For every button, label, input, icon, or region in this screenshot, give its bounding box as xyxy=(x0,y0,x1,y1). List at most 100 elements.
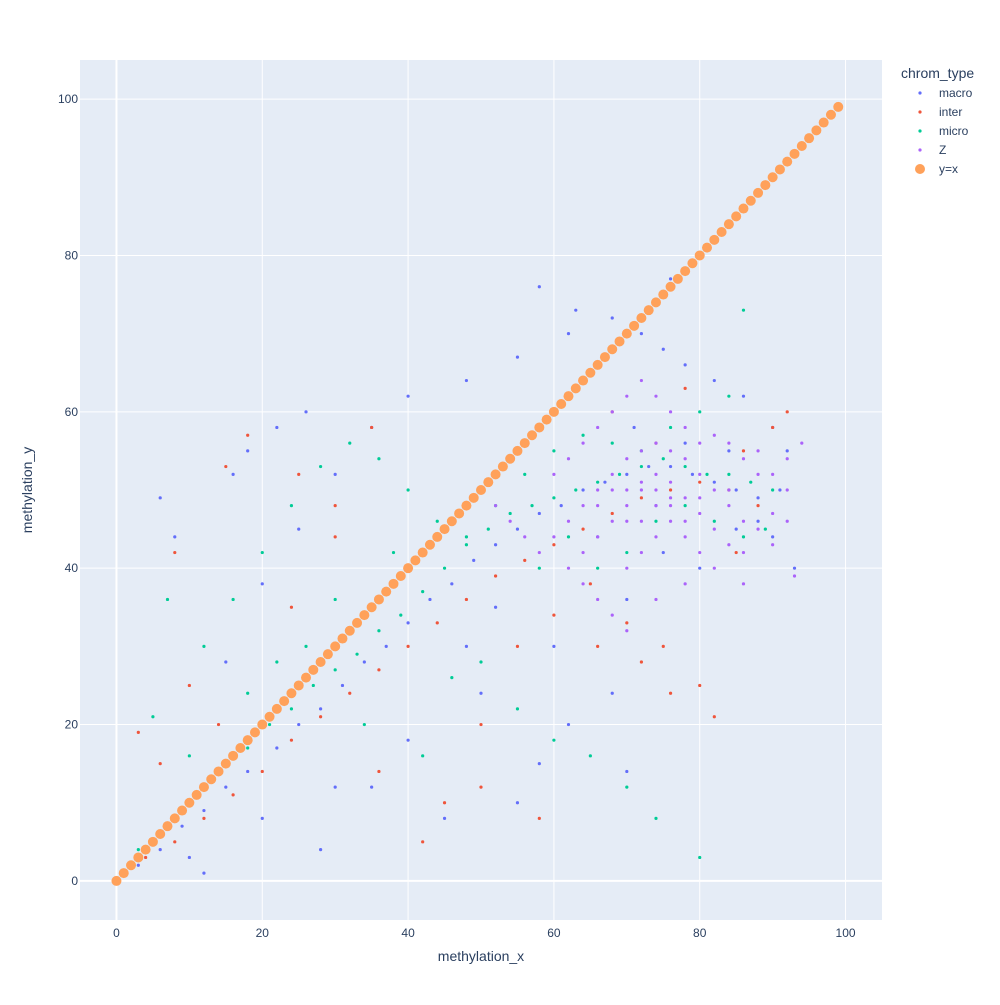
data-point xyxy=(464,644,469,648)
data-point xyxy=(639,519,644,523)
data-point xyxy=(745,195,756,206)
data-point xyxy=(534,422,545,433)
data-point xyxy=(406,738,410,742)
data-point xyxy=(395,571,406,581)
legend-marker xyxy=(918,91,922,95)
data-point xyxy=(690,472,695,476)
data-point xyxy=(639,464,644,469)
series-micro xyxy=(136,308,775,860)
data-point xyxy=(683,386,687,390)
data-point xyxy=(581,441,585,445)
data-point xyxy=(756,527,760,531)
data-point xyxy=(289,605,294,609)
data-point xyxy=(352,617,363,628)
data-point xyxy=(654,472,658,476)
data-point xyxy=(377,668,381,672)
data-point xyxy=(381,586,392,597)
x-axis-ticks: 0 20 40 60 80 100 xyxy=(113,926,856,940)
data-point xyxy=(607,344,618,355)
data-point xyxy=(566,535,571,539)
data-point xyxy=(727,472,731,476)
data-point xyxy=(654,441,658,445)
legend-items: macro inter micro Zy=x xyxy=(915,86,973,176)
y-tick-label: 0 xyxy=(71,874,78,888)
data-point xyxy=(537,762,541,766)
data-point xyxy=(246,691,250,695)
data-point xyxy=(202,808,206,813)
data-point xyxy=(650,297,661,308)
data-point xyxy=(596,425,600,430)
data-point xyxy=(800,441,804,445)
legend-label: inter xyxy=(939,105,962,119)
data-point xyxy=(756,472,760,476)
data-point xyxy=(705,472,709,476)
data-point xyxy=(479,785,483,789)
data-point xyxy=(450,582,454,586)
data-point xyxy=(158,496,162,500)
data-point xyxy=(439,524,450,535)
data-point xyxy=(515,644,520,648)
data-point xyxy=(519,438,530,449)
data-point xyxy=(111,875,122,886)
data-point xyxy=(771,488,775,492)
data-point xyxy=(654,597,658,602)
data-point xyxy=(450,676,454,680)
data-point xyxy=(625,504,629,508)
data-point xyxy=(304,644,308,648)
data-point xyxy=(668,519,673,523)
data-point xyxy=(741,457,746,461)
data-point xyxy=(319,715,323,719)
data-point xyxy=(792,574,797,578)
data-point xyxy=(421,590,425,594)
data-point xyxy=(224,785,228,789)
data-point xyxy=(289,738,294,742)
data-point xyxy=(173,840,177,844)
data-point xyxy=(493,574,498,578)
data-point xyxy=(741,535,746,539)
data-point xyxy=(661,644,665,648)
y-tick-label: 20 xyxy=(65,718,79,732)
data-point xyxy=(753,187,764,198)
data-point xyxy=(191,789,202,800)
data-point xyxy=(694,250,705,261)
data-point xyxy=(639,332,644,336)
data-point xyxy=(377,457,381,461)
data-point xyxy=(771,511,775,516)
data-point xyxy=(355,652,359,656)
data-point xyxy=(796,141,807,151)
data-point xyxy=(625,472,629,476)
data-point xyxy=(610,613,614,617)
data-point xyxy=(527,430,538,441)
data-point xyxy=(476,485,486,495)
data-point xyxy=(683,519,687,523)
data-point xyxy=(741,308,746,312)
data-point xyxy=(512,445,523,456)
data-point xyxy=(468,492,479,503)
data-point xyxy=(479,691,483,695)
data-point xyxy=(133,852,144,863)
legend-marker xyxy=(918,148,922,152)
data-point xyxy=(654,504,658,508)
data-point xyxy=(231,793,235,797)
data-point xyxy=(333,504,337,508)
data-point xyxy=(304,410,308,414)
data-point xyxy=(472,558,476,562)
data-point xyxy=(559,504,563,508)
data-point xyxy=(454,508,465,519)
data-point xyxy=(566,457,571,461)
legend-label: y=x xyxy=(939,162,958,176)
legend-title: chrom_type xyxy=(901,65,974,81)
data-point xyxy=(712,527,716,531)
data-point xyxy=(756,449,760,453)
legend-label: micro xyxy=(939,124,969,138)
data-point xyxy=(683,582,687,586)
data-point xyxy=(566,519,571,523)
data-point xyxy=(493,605,498,609)
data-point xyxy=(556,399,567,409)
data-point xyxy=(235,743,246,753)
data-point xyxy=(629,320,640,331)
data-point xyxy=(537,566,541,570)
data-point xyxy=(275,746,279,750)
data-point xyxy=(734,488,738,492)
legend-marker xyxy=(918,129,922,133)
